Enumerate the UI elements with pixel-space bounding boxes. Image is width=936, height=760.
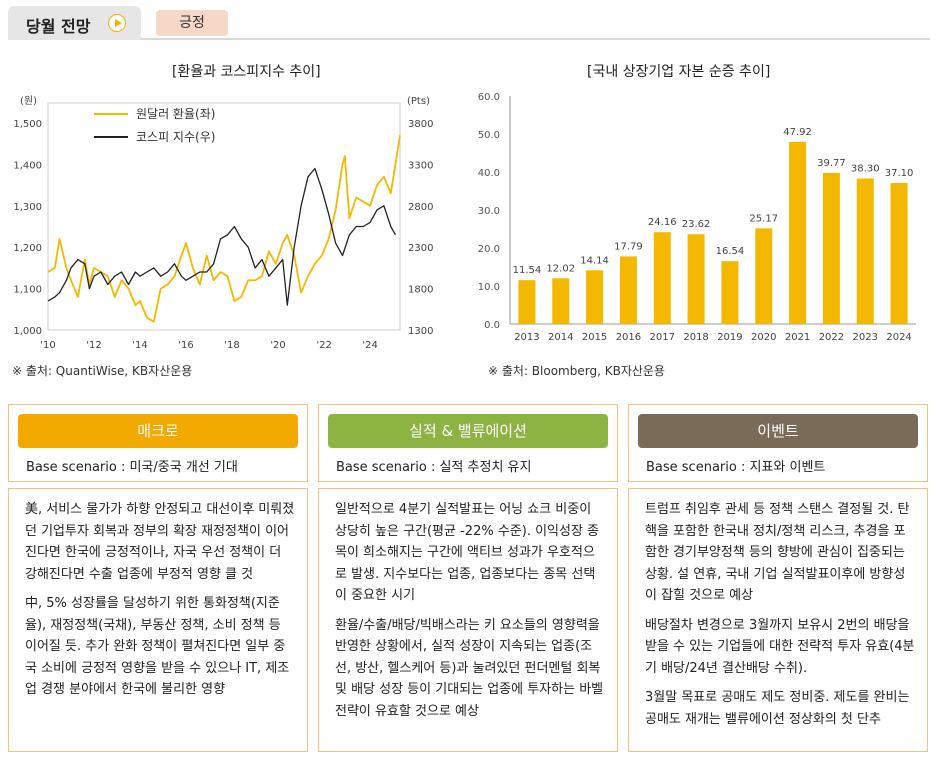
bar-value-label: 11.54 xyxy=(513,265,542,276)
event-paragraph: 3월말 목표로 공매도 제도 정비중. 제도를 완비는 공매도 재개는 밸류에이… xyxy=(645,690,910,727)
bar-value-label: 47.92 xyxy=(783,127,812,138)
y-right-tick-label: 1800 xyxy=(408,285,433,296)
y-right-tick-label: 3300 xyxy=(408,160,433,171)
bar xyxy=(890,183,908,324)
x-tick-label: 2022 xyxy=(819,332,844,343)
macro-paragraph: 美, 서비스 물가가 하향 안정되고 대선이후 미뤄졌던 기업투자 회복과 정부… xyxy=(25,502,295,582)
event-scenario: Base scenario : 지표와 이벤트 xyxy=(646,460,826,475)
bar xyxy=(518,280,536,324)
plot-frame xyxy=(47,102,401,331)
outlook-badge: 긍정 xyxy=(156,10,228,36)
fx-kospi-line-chart: (원) (Pts) 1,000 1,100 1,200 1,300 1,400 1,500 13… xyxy=(13,95,433,351)
earnings-card-body: 일반적으로 4분기 실적발표는 어닝 쇼크 비중이 상당히 높은 구간(평균 -… xyxy=(318,488,618,752)
x-tick-label: 2015 xyxy=(582,332,607,343)
bar xyxy=(856,178,874,324)
tab-bar: 당월 전망 긍정 xyxy=(8,6,930,40)
event-card-body: 트럼프 취임후 관세 등 정책 스탠스 결정될 것. 탄핵을 포함한 한국내 정… xyxy=(628,488,928,752)
y-left-tick-label: 1,000 xyxy=(13,326,42,337)
left-chart-source: ※ 출처: QuantiWise, KB자산운용 xyxy=(12,364,193,378)
x-tick-label: 2023 xyxy=(853,332,878,343)
x-tick-label: 2018 xyxy=(683,332,708,343)
bar xyxy=(619,256,637,324)
bar xyxy=(552,278,570,324)
x-tick-label: 2024 xyxy=(886,332,911,343)
y-tick-label: 0.0 xyxy=(484,320,500,331)
left-chart-title: [환율과 코스피지수 추이] xyxy=(172,64,321,80)
x-tick-label: 2020 xyxy=(751,332,776,343)
y-tick-label: 30.0 xyxy=(478,206,500,217)
y-tick-label: 20.0 xyxy=(478,244,500,255)
bar-value-label: 25.17 xyxy=(749,213,778,224)
series-line-fx-rate xyxy=(47,135,401,323)
x-tick-label: '24 xyxy=(362,340,377,351)
bar-value-label: 14.14 xyxy=(580,255,609,266)
y-right-tick-label: 3800 xyxy=(408,119,433,130)
x-tick-label: 2013 xyxy=(514,332,539,343)
y-left-tick-label: 1,300 xyxy=(13,202,42,213)
y-tick-label: 10.0 xyxy=(478,282,500,293)
x-tick-label: 2019 xyxy=(717,332,742,343)
y-right-tick-label: 1300 xyxy=(408,326,433,337)
y-left-tick-label: 1,400 xyxy=(13,160,42,171)
macro-scenario: Base scenario : 미국/중국 개선 기대 xyxy=(26,460,238,475)
x-tick-label: 2021 xyxy=(785,332,810,343)
play-icon[interactable] xyxy=(108,14,126,32)
right-chart-source: ※ 출처: Bloomberg, KB자산운용 xyxy=(488,364,665,378)
right-axis-unit: (Pts) xyxy=(407,96,430,107)
earnings-paragraph: 일반적으로 4분기 실적발표는 어닝 쇼크 비중이 상당히 높은 구간(평균 -… xyxy=(335,502,600,603)
capital-increase-bar-chart: 0.0 10.0 20.0 30.0 40.0 50.0 60.0 11.54 2013 12.0… xyxy=(478,92,916,343)
x-tick-label: '12 xyxy=(86,340,101,351)
earnings-card-title: 실적 & 밸류에이션 xyxy=(328,414,608,448)
tab-monthly-outlook[interactable]: 당월 전망 xyxy=(8,6,141,40)
y-tick-label: 50.0 xyxy=(478,130,500,141)
bar xyxy=(586,270,604,324)
y-left-tick-label: 1,100 xyxy=(13,285,42,296)
earnings-scenario: Base scenario : 실적 추정치 유지 xyxy=(336,460,532,475)
bar xyxy=(789,141,807,324)
y-tick-label: 60.0 xyxy=(478,92,500,103)
y-right-tick-label: 2800 xyxy=(408,202,433,213)
legend-label: 원달러 환율(좌) xyxy=(136,107,215,121)
tab-monthly-outlook-label: 당월 전망 xyxy=(26,17,91,36)
event-paragraph: 배당절차 변경으로 3월까지 보유시 2번의 배당을 받을 수 있는 기업들에 … xyxy=(645,617,915,676)
y-left-tick-label: 1,200 xyxy=(13,243,42,254)
macro-paragraph: 中, 5% 성장률을 달성하기 위한 통화정책(지준율), 재정정책(국채), … xyxy=(25,596,290,697)
series-line-kospi xyxy=(47,167,396,306)
bar xyxy=(687,234,705,324)
y-left-tick-label: 1,500 xyxy=(13,119,42,130)
x-tick-label: '22 xyxy=(316,340,331,351)
bar-value-label: 17.79 xyxy=(614,241,643,252)
bar xyxy=(822,172,840,324)
x-tick-label: '14 xyxy=(132,340,147,351)
event-card-title: 이벤트 xyxy=(638,414,918,448)
bar-value-label: 24.16 xyxy=(648,217,677,228)
bar-value-label: 39.77 xyxy=(817,158,846,169)
event-paragraph: 트럼프 취임후 관세 등 정책 스탠스 결정될 것. 탄핵을 포함한 한국내 정… xyxy=(645,502,910,603)
bar xyxy=(653,232,671,324)
macro-card-title: 매크로 xyxy=(18,414,298,448)
earnings-paragraph: 환율/수출/배당/빅배스라는 키 요소들의 영향력을 반영한 상황에서, 실적 … xyxy=(335,617,604,719)
macro-card-body: 美, 서비스 물가가 하향 안정되고 대선이후 미뤄졌던 기업투자 회복과 정부… xyxy=(8,488,308,752)
x-tick-label: '20 xyxy=(270,340,285,351)
x-tick-label: '18 xyxy=(224,340,239,351)
y-tick-label: 40.0 xyxy=(478,168,500,179)
x-tick-label: '16 xyxy=(178,340,193,351)
bar-value-label: 37.10 xyxy=(885,168,914,179)
bar-value-label: 12.02 xyxy=(546,263,575,274)
x-tick-label: '10 xyxy=(40,340,55,351)
right-chart-title: [국내 상장기업 자본 순증 추이] xyxy=(587,64,771,80)
bar-value-label: 23.62 xyxy=(682,219,711,230)
bar xyxy=(721,261,739,324)
bar-value-label: 38.30 xyxy=(851,163,880,174)
x-tick-label: 2016 xyxy=(616,332,641,343)
bar xyxy=(755,228,773,324)
x-tick-label: 2017 xyxy=(650,332,675,343)
legend-label: 코스피 지수(우) xyxy=(136,130,215,144)
bar-value-label: 16.54 xyxy=(716,246,745,257)
left-axis-unit: (원) xyxy=(20,95,37,107)
x-tick-label: 2014 xyxy=(548,332,573,343)
y-right-tick-label: 2300 xyxy=(408,243,433,254)
